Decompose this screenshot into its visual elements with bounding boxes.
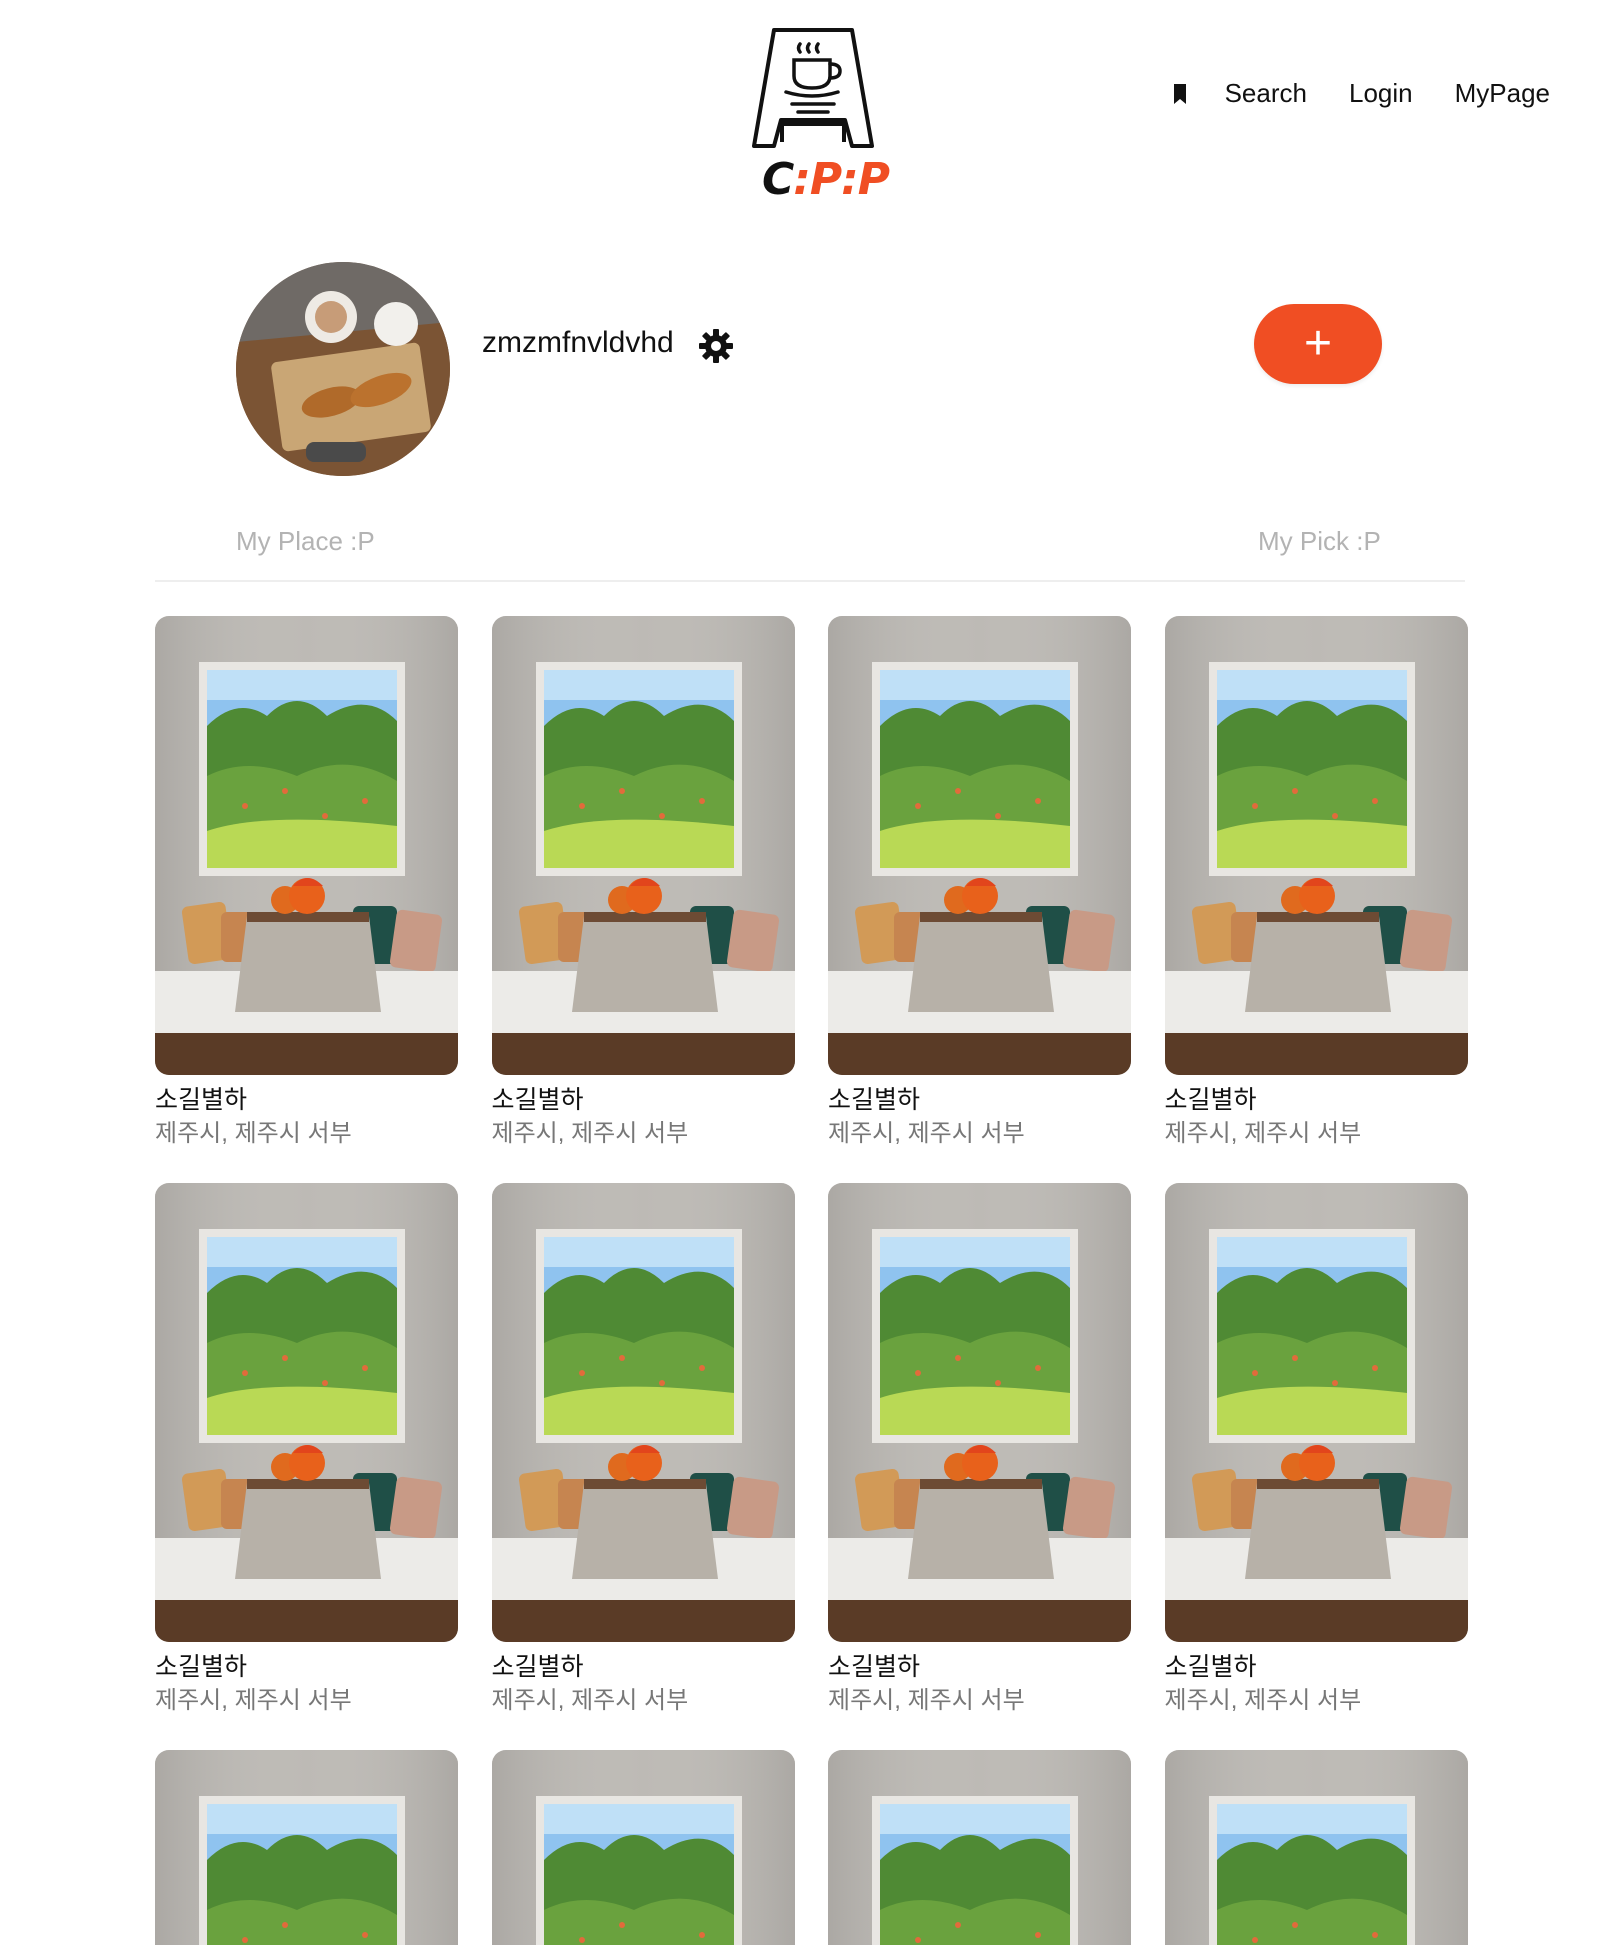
place-thumbnail (155, 1750, 458, 1945)
place-thumbnail (491, 616, 795, 1075)
place-name: 소길별하 (155, 1086, 248, 1114)
tab-my-pick[interactable]: My Pick :P (1258, 526, 1381, 556)
cafe-interior-photo (155, 1750, 458, 1945)
cafe-interior-photo (155, 616, 458, 1075)
place-thumbnail (1164, 1750, 1468, 1945)
brand-wordmark: C:P:P (762, 154, 890, 205)
place-card[interactable]: 소길별하 제주시, 제주시 서부 (491, 616, 795, 1183)
place-region: 제주시, 제주시 서부 (155, 1120, 352, 1147)
cafe-interior-photo (828, 1750, 1131, 1945)
cafe-interior-photo (828, 616, 1131, 1075)
place-region: 제주시, 제주시 서부 (491, 1120, 689, 1147)
gear-icon[interactable] (696, 326, 736, 366)
place-card[interactable] (1164, 1750, 1468, 1945)
place-card[interactable]: 소길별하 제주시, 제주시 서부 (1164, 616, 1468, 1183)
place-name: 소길별하 (155, 1653, 248, 1681)
place-thumbnail (1164, 1183, 1468, 1642)
place-thumbnail (828, 616, 1131, 1075)
cafe-interior-photo (155, 1183, 458, 1642)
place-thumbnail (828, 1183, 1131, 1642)
place-thumbnail (1164, 616, 1468, 1075)
place-card[interactable] (828, 1750, 1131, 1945)
cafe-interior-photo (1164, 1183, 1468, 1642)
cafe-sign-icon (752, 28, 874, 148)
cafe-interior-photo (1164, 1750, 1468, 1945)
place-name: 소길별하 (491, 1086, 584, 1114)
place-name: 소길별하 (828, 1086, 921, 1114)
tab-my-place[interactable]: My Place :P (236, 526, 375, 556)
cafe-interior-photo (491, 616, 795, 1075)
place-region: 제주시, 제주시 서부 (828, 1120, 1025, 1147)
avatar-photo (236, 262, 450, 476)
place-grid: 소길별하 제주시, 제주시 서부 (155, 616, 1468, 1945)
cafe-interior-photo (1164, 616, 1468, 1075)
place-card[interactable] (155, 1750, 458, 1945)
place-name: 소길별하 (491, 1653, 584, 1681)
place-card[interactable]: 소길별하 제주시, 제주시 서부 (828, 616, 1131, 1183)
place-name: 소길별하 (1164, 1086, 1257, 1114)
place-thumbnail (155, 616, 458, 1075)
cafe-interior-photo (491, 1750, 795, 1945)
place-thumbnail (491, 1183, 795, 1642)
place-region: 제주시, 제주시 서부 (491, 1687, 689, 1714)
place-thumbnail (828, 1750, 1131, 1945)
place-region: 제주시, 제주시 서부 (1164, 1687, 1362, 1714)
bookmark-icon[interactable] (1169, 81, 1191, 107)
place-card[interactable]: 소길별하 제주시, 제주시 서부 (155, 1183, 458, 1750)
avatar (236, 262, 450, 476)
place-card[interactable]: 소길별하 제주시, 제주시 서부 (1164, 1183, 1468, 1750)
top-nav: Search Login MyPage (1169, 78, 1550, 109)
place-card[interactable]: 소길별하 제주시, 제주시 서부 (828, 1183, 1131, 1750)
profile-username: zmzmfnvldvhd (482, 326, 674, 359)
place-thumbnail (491, 1750, 795, 1945)
nav-mypage-link[interactable]: MyPage (1454, 78, 1550, 108)
brand-logo[interactable]: C:P:P (744, 24, 890, 206)
cafe-interior-photo (491, 1183, 795, 1642)
place-name: 소길별하 (828, 1653, 921, 1681)
place-region: 제주시, 제주시 서부 (1164, 1120, 1362, 1147)
nav-login-link[interactable]: Login (1348, 78, 1413, 108)
place-card[interactable]: 소길별하 제주시, 제주시 서부 (491, 1183, 795, 1750)
place-region: 제주시, 제주시 서부 (828, 1687, 1025, 1714)
place-card[interactable]: 소길별하 제주시, 제주시 서부 (155, 616, 458, 1183)
place-thumbnail (155, 1183, 458, 1642)
plus-icon: + (1303, 317, 1333, 370)
nav-search-link[interactable]: Search (1224, 78, 1307, 108)
add-place-button[interactable]: + (1254, 304, 1382, 384)
place-region: 제주시, 제주시 서부 (155, 1687, 352, 1714)
cafe-interior-photo (828, 1183, 1131, 1642)
place-name: 소길별하 (1164, 1653, 1257, 1681)
place-card[interactable] (491, 1750, 795, 1945)
tab-divider (155, 580, 1465, 582)
